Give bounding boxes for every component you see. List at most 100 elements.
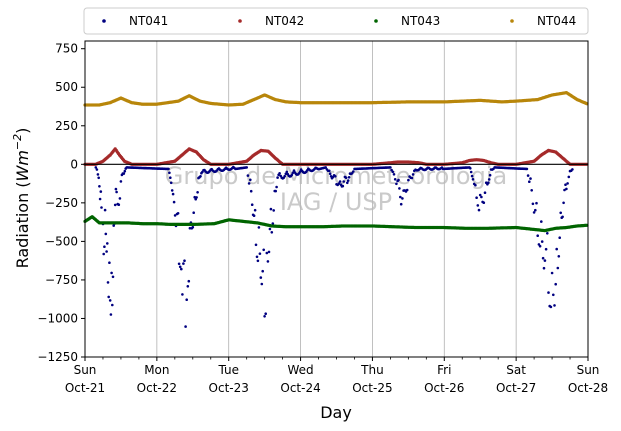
y-axis-title-unit: Wm [13,150,32,181]
point-nt041 [529,177,532,180]
point-nt041 [256,259,260,263]
y-tick-label: −750 [45,273,78,287]
point-nt041 [196,191,199,194]
point-nt041 [99,190,103,193]
x-tick-date-label: Oct-23 [209,381,249,395]
point-nt041 [119,180,123,183]
y-tick-label: 750 [55,42,78,56]
point-nt041 [571,168,574,171]
x-tick-day-label: Wed [287,363,313,377]
point-nt041 [109,313,113,316]
point-nt041 [405,188,409,192]
point-nt041 [255,255,259,259]
point-nt041 [183,259,186,263]
legend-item-nt041: NT041 [102,14,168,28]
point-nt041 [118,197,122,200]
point-nt041 [271,222,275,225]
point-nt041 [187,279,191,283]
point-nt041 [186,285,190,288]
point-nt041 [562,201,565,205]
point-nt041 [531,202,535,206]
point-nt041 [338,180,342,183]
point-nt041 [480,195,483,199]
point-nt041 [270,231,274,234]
point-nt041 [543,259,547,262]
point-nt041 [399,202,403,206]
point-nt041 [250,203,254,206]
point-nt041 [169,176,172,179]
point-nt041 [328,172,332,175]
point-nt041 [487,181,490,184]
y-axis-title-prefix: Radiation ( [13,181,32,268]
point-nt041 [98,197,102,201]
point-nt041 [542,266,546,270]
x-tick-date-label: Oct-21 [65,381,105,395]
point-nt041 [471,178,475,181]
point-nt041 [552,293,555,297]
x-axis-title: Day [320,403,352,422]
point-nt041 [247,182,251,185]
point-nt041 [102,252,105,256]
point-nt041 [525,167,529,171]
point-nt041 [254,243,258,247]
point-nt041 [292,169,296,172]
point-nt041 [278,172,281,175]
point-nt041 [260,282,264,286]
legend-item-nt044: NT044 [510,14,576,28]
point-nt041 [395,182,398,186]
legend-item-nt043: NT043 [374,14,440,28]
point-nt041 [269,207,273,211]
point-nt041 [252,214,256,217]
point-nt041 [554,282,557,286]
point-nt041 [540,240,544,243]
point-nt041 [178,265,182,269]
point-nt041 [534,208,537,212]
point-nt041 [262,248,266,252]
y-tick-label: 0 [70,157,78,171]
point-nt041 [253,208,257,212]
point-nt041 [176,212,180,215]
point-nt041 [96,173,100,176]
point-nt041 [100,206,103,209]
point-nt041 [555,247,558,251]
point-nt041 [272,209,276,212]
y-axis-title-exponent: −2 [11,134,24,150]
point-nt041 [476,204,480,207]
point-nt041 [342,180,346,183]
point-nt041 [285,170,289,174]
point-nt041 [115,190,118,194]
point-nt041 [482,201,486,204]
point-nt041 [346,179,350,182]
point-nt041 [469,170,473,174]
x-tick-day-label: Mon [144,363,169,377]
point-nt041 [540,220,543,223]
point-nt041 [263,315,266,318]
series-nt044 [83,91,589,107]
point-nt041 [259,276,263,279]
point-nt041 [563,188,566,192]
point-nt041 [246,174,250,177]
point-nt041 [535,201,538,205]
point-nt041 [112,224,115,227]
point-nt041 [265,251,269,255]
x-tick-day-label: Thu [360,363,384,377]
x-axis: Sun Oct-21 Mon Oct-22 Tue Oct-23 Wed Oct-24 Thu O… [65,357,608,395]
x-tick-date-label: Oct-28 [568,381,608,395]
legend-label: NT043 [401,14,440,28]
y-tick-label: 250 [55,119,78,133]
point-nt041 [107,295,110,299]
point-nt041 [550,271,554,275]
x-tick-day-label: Sun [577,363,600,377]
point-nt041 [399,195,402,199]
point-nt041 [199,175,202,178]
point-nt041 [123,169,127,173]
series-nt043 [83,215,589,233]
point-nt041 [398,187,401,190]
point-nt041 [195,196,198,199]
point-nt041 [475,196,478,199]
point-nt041 [276,176,279,179]
point-nt041 [106,281,110,284]
y-tick-label: 500 [55,80,78,94]
x-tick-date-label: Oct-27 [496,381,536,395]
